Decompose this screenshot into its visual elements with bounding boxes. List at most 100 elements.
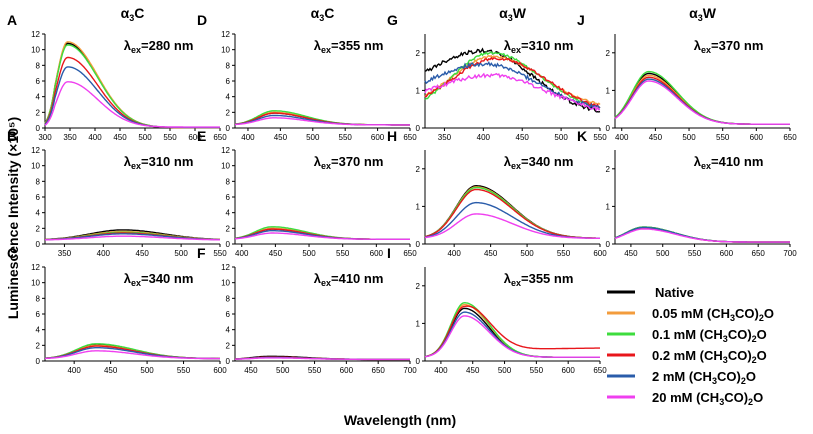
y-tick-label: 0 — [36, 124, 41, 133]
legend-label-3: 0.2 mM (CH3CO)2O — [652, 348, 767, 365]
y-tick-label: 12 — [31, 30, 40, 39]
x-tick-label: 600 — [750, 133, 764, 142]
series-line-C-3 — [45, 345, 220, 360]
x-tick-label: 400 — [615, 133, 629, 142]
panel-letter-F: F — [197, 245, 206, 261]
series-line-J-5 — [614, 80, 790, 125]
y-tick-label: 0 — [226, 124, 231, 133]
x-tick-label: 550 — [716, 133, 730, 142]
x-tick-label: 350 — [63, 133, 77, 142]
y-tick-label: 1 — [416, 319, 421, 328]
excitation-label-D: λex=355 nm — [314, 38, 384, 55]
x-tick-label: 450 — [516, 133, 530, 142]
y-tick-label: 2 — [416, 49, 421, 58]
x-tick-label: 450 — [649, 133, 663, 142]
x-tick-label: 450 — [113, 133, 127, 142]
legend-label-4: 2 mM (CH3CO)2O — [652, 369, 756, 386]
y-tick-label: 10 — [31, 46, 40, 55]
x-tick-label: 550 — [163, 133, 177, 142]
y-tick-label: 4 — [226, 209, 231, 218]
x-tick-label: 550 — [593, 133, 607, 142]
y-tick-label: 1 — [606, 202, 611, 211]
legend-label-2: 0.1 mM (CH3CO)2O — [652, 327, 767, 344]
panel-letter-J: J — [577, 12, 585, 28]
series-line-G-2 — [424, 51, 601, 110]
x-tick-label: 500 — [174, 249, 188, 258]
x-tick-label: 600 — [593, 249, 607, 258]
series-line-H-5 — [424, 213, 600, 239]
y-tick-label: 4 — [36, 93, 41, 102]
series-line-H-1 — [424, 186, 600, 239]
x-tick-label: 650 — [403, 249, 417, 258]
x-tick-label: 450 — [624, 249, 638, 258]
y-tick-label: 2 — [36, 224, 41, 233]
x-tick-label: 550 — [213, 249, 227, 258]
x-tick-label: 500 — [138, 133, 152, 142]
series-line-K-5 — [614, 228, 790, 243]
y-tick-label: 4 — [226, 93, 231, 102]
column-title-2: α3W — [499, 5, 527, 23]
panel-letter-I: I — [387, 245, 391, 261]
series-line-B-5 — [45, 235, 220, 241]
y-tick-label: 0 — [226, 240, 231, 249]
x-tick-label: 400 — [241, 133, 255, 142]
panel-letter-K: K — [577, 128, 587, 144]
legend-label-1: 0.05 mM (CH3CO)2O — [652, 306, 774, 323]
excitation-label-H: λex=340 nm — [504, 154, 574, 171]
x-tick-label: 550 — [688, 249, 702, 258]
x-tick-label: 450 — [274, 133, 288, 142]
x-tick-label: 650 — [752, 249, 766, 258]
y-tick-label: 4 — [226, 326, 231, 335]
x-tick-label: 450 — [136, 249, 150, 258]
y-tick-label: 10 — [221, 46, 230, 55]
excitation-label-K: λex=410 nm — [694, 154, 764, 171]
x-tick-label: 700 — [403, 366, 417, 375]
y-tick-label: 2 — [226, 341, 231, 350]
y-tick-label: 12 — [31, 263, 40, 272]
y-tick-label: 0 — [416, 240, 421, 249]
panel-A: 0 2 4 6 8 10 12 300 350 400 450 500 550 600 650 Aλex=28… — [7, 12, 227, 142]
legend: Native 0.05 mM (CH3CO)2O 0.1 mM (CH3CO)2O 0… — [607, 285, 774, 407]
y-tick-label: 6 — [226, 77, 231, 86]
series-line-I-3 — [424, 305, 600, 358]
y-tick-label: 1 — [416, 202, 421, 211]
x-tick-label: 600 — [562, 366, 576, 375]
x-tick-label: 600 — [188, 133, 202, 142]
series-line-F-5 — [235, 357, 410, 361]
x-tick-label: 450 — [484, 249, 498, 258]
x-tick-label: 400 — [477, 133, 491, 142]
x-tick-label: 650 — [403, 133, 417, 142]
excitation-label-G: λex=310 nm — [504, 38, 574, 55]
panel-letter-C: C — [7, 245, 17, 261]
y-tick-label: 6 — [36, 310, 41, 319]
x-tick-label: 550 — [557, 249, 571, 258]
column-title-0: α3C — [121, 5, 145, 23]
y-tick-label: 12 — [31, 146, 40, 155]
y-tick-label: 2 — [36, 341, 41, 350]
x-tick-label: 500 — [520, 249, 534, 258]
x-tick-label: 600 — [371, 133, 385, 142]
y-tick-label: 1 — [416, 86, 421, 95]
x-tick-label: 300 — [38, 133, 52, 142]
x-tick-label: 350 — [438, 133, 452, 142]
x-tick-label: 550 — [530, 366, 544, 375]
x-tick-label: 450 — [466, 366, 480, 375]
y-tick-label: 2 — [226, 108, 231, 117]
y-tick-label: 12 — [221, 146, 230, 155]
y-tick-label: 10 — [221, 279, 230, 288]
y-tick-label: 12 — [221, 30, 230, 39]
x-tick-label: 500 — [276, 366, 290, 375]
x-tick-label: 550 — [336, 249, 350, 258]
y-tick-label: 6 — [36, 77, 41, 86]
excitation-label-F: λex=410 nm — [314, 271, 384, 288]
series-line-A-4 — [44, 66, 220, 129]
x-tick-label: 700 — [783, 249, 797, 258]
y-tick-label: 8 — [226, 61, 231, 70]
panel-letter-H: H — [387, 128, 397, 144]
y-tick-label: 8 — [226, 177, 231, 186]
y-tick-label: 8 — [226, 294, 231, 303]
